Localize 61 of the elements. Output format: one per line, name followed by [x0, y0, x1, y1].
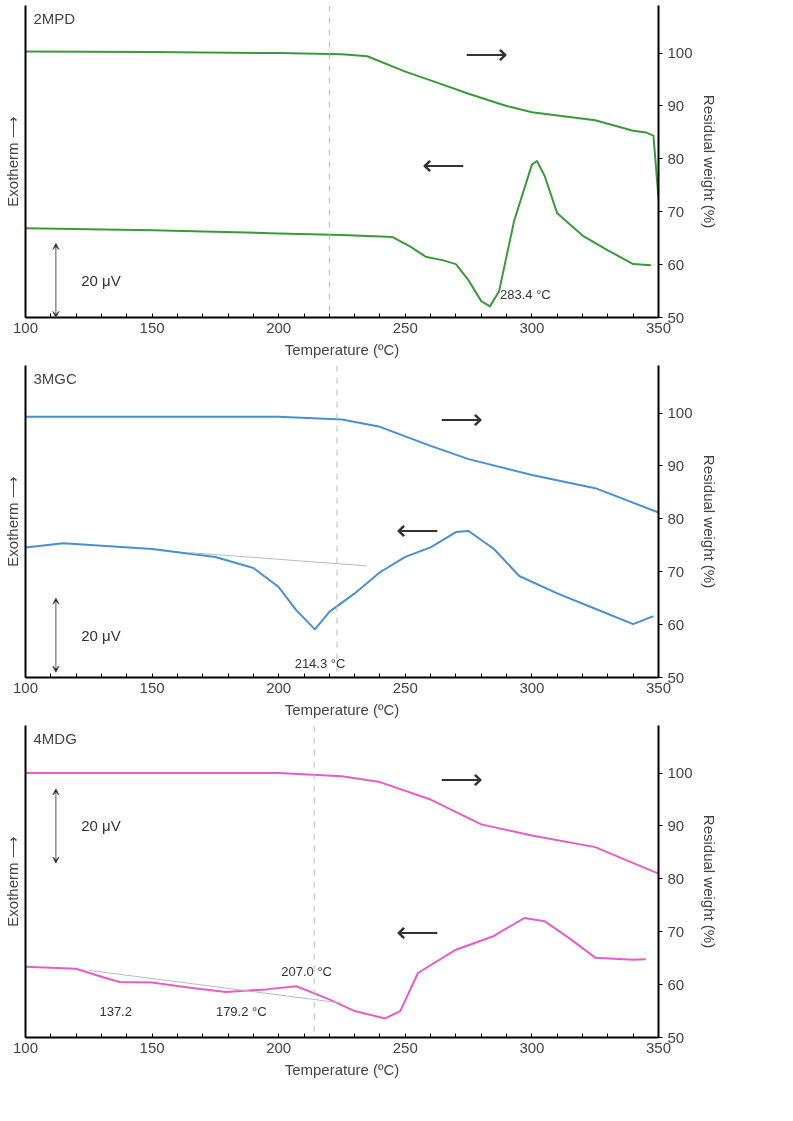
y-tick-label: 70 — [667, 202, 685, 220]
annotation: 283.4 °C — [500, 287, 551, 303]
x-tick-label: 150 — [139, 678, 165, 696]
y2-axis-title: Exotherm ⟶ — [3, 116, 21, 207]
annotation: 20 μV — [81, 626, 121, 644]
x-tick-label: 300 — [519, 318, 545, 336]
chart-title: 3MGC — [33, 369, 77, 387]
y-tick-label: 100 — [667, 404, 693, 422]
y-tick-label: 80 — [667, 869, 685, 887]
annotation: 214.3 °C — [294, 656, 346, 672]
x-axis-title: Temperature (ºC) — [284, 340, 400, 358]
x-tick-label: 150 — [139, 318, 165, 336]
line-series — [25, 772, 659, 875]
y-tick-label: 100 — [667, 764, 693, 782]
annotation: 179.2 °C — [215, 1003, 267, 1019]
x-tick-label: 100 — [12, 678, 39, 696]
annotation: ⟵ — [396, 915, 440, 949]
chart-title: 4MDG — [33, 729, 77, 747]
x-tick-label: 200 — [266, 318, 292, 336]
annotation: ⟶ — [464, 36, 508, 70]
annotation: 20 μV — [81, 817, 121, 835]
annotation: ⟶ — [439, 761, 483, 795]
line-series — [25, 50, 659, 200]
y-tick-label: 90 — [667, 96, 685, 114]
x-tick-label: 100 — [12, 1038, 39, 1056]
y-axis-title: Residual weight (%) — [700, 814, 718, 949]
x-axis-title: Temperature (ºC) — [284, 1060, 400, 1078]
line-series — [25, 916, 647, 1020]
y-tick-label: 90 — [667, 816, 685, 834]
chart-title: 2MPD — [33, 9, 76, 27]
annotation: ⟵ — [396, 512, 440, 546]
x-tick-label: 250 — [392, 1038, 418, 1056]
annotation: 20 μV — [81, 271, 121, 289]
y-tick-label: 70 — [667, 562, 685, 580]
x-tick-label: 200 — [266, 1038, 292, 1056]
y-axis-title: Residual weight (%) — [700, 454, 718, 589]
y-tick-label: 60 — [667, 255, 685, 273]
x-tick-label: 300 — [519, 1038, 545, 1056]
y-tick-label: 70 — [667, 922, 685, 940]
x-tick-label: 150 — [139, 1038, 165, 1056]
line-series — [25, 159, 652, 308]
y2-axis-title: Exotherm ⟶ — [3, 836, 21, 927]
x-tick-label: 200 — [266, 678, 292, 696]
x-tick-label: 250 — [392, 678, 418, 696]
annotation: 137.2 — [99, 1003, 132, 1019]
y-axis-title: Residual weight (%) — [700, 94, 718, 229]
annotation: ⟵ — [421, 147, 465, 181]
annotation: ⟶ — [439, 401, 483, 435]
line-series — [25, 415, 659, 514]
x-tick-label: 100 — [12, 318, 39, 336]
y2-axis-title: Exotherm ⟶ — [3, 476, 21, 567]
y-tick-label: 80 — [667, 149, 685, 167]
x-axis-title: Temperature (ºC) — [284, 700, 400, 718]
y-tick-label: 60 — [667, 615, 685, 633]
x-tick-label: 250 — [392, 318, 418, 336]
y-tick-label: 60 — [667, 975, 685, 993]
y-tick-label: 80 — [667, 509, 685, 527]
y-tick-label: 90 — [667, 456, 685, 474]
annotation: 207.0 °C — [281, 963, 332, 979]
x-tick-label: 300 — [519, 678, 545, 696]
y-tick-label: 100 — [667, 44, 693, 62]
